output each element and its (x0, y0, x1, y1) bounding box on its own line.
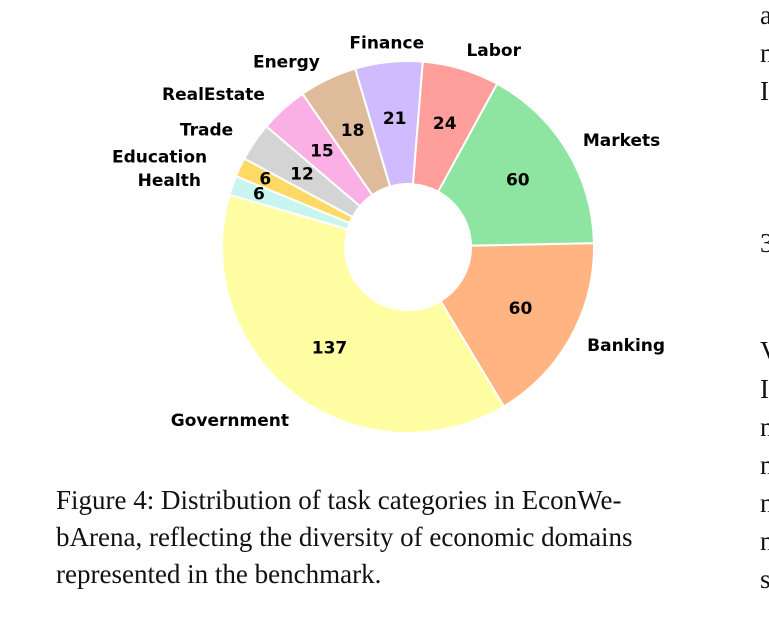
category-label-banking: Banking (587, 336, 665, 356)
value-label-labor: 24 (433, 114, 457, 134)
slice-government (221, 193, 506, 434)
slice-banking (439, 242, 595, 408)
category-label-trade: Trade (180, 120, 233, 140)
value-label-education: 6 (259, 169, 271, 189)
edge-glyph: I (760, 374, 769, 404)
value-label-realestate: 15 (310, 142, 334, 162)
edge-glyph: 3 (760, 228, 769, 258)
edge-glyph: I (760, 76, 769, 106)
value-label-trade: 12 (290, 164, 314, 184)
value-label-health: 6 (253, 185, 265, 205)
category-label-finance: Finance (349, 34, 424, 54)
edge-glyph: n (760, 526, 769, 556)
caption-line-3: represented in the benchmark. (56, 559, 382, 589)
category-label-labor: Labor (466, 41, 521, 61)
slice-category-labels: Banking Government Health Education Trade Rea… (112, 34, 665, 431)
caption-line-2: bArena, reflecting the diversity of econ… (56, 522, 633, 552)
edge-glyph: n (760, 38, 769, 68)
figure-caption: Figure 4: Distribution of task categorie… (56, 482, 716, 593)
value-label-markets: 60 (506, 170, 530, 190)
edge-glyph: n (760, 450, 769, 480)
category-label-government: Government (171, 411, 289, 431)
edge-glyph: s (760, 564, 769, 594)
value-label-banking: 60 (509, 299, 533, 319)
edge-glyph: n (760, 412, 769, 442)
donut-slices (221, 60, 595, 434)
edge-glyph: V (760, 336, 769, 367)
value-label-energy: 18 (341, 121, 365, 141)
slice-markets (436, 82, 595, 247)
caption-line-1: Figure 4: Distribution of task categorie… (56, 485, 622, 515)
edge-glyph: a (760, 0, 769, 30)
edge-glyph: n (760, 488, 769, 518)
value-label-government: 137 (312, 339, 348, 359)
category-label-energy: Energy (253, 52, 320, 72)
category-label-education: Education (112, 147, 207, 167)
category-label-markets: Markets (583, 131, 660, 151)
category-label-realestate: RealEstate (162, 85, 265, 105)
category-label-health: Health (138, 171, 201, 191)
value-label-finance: 21 (383, 109, 407, 129)
